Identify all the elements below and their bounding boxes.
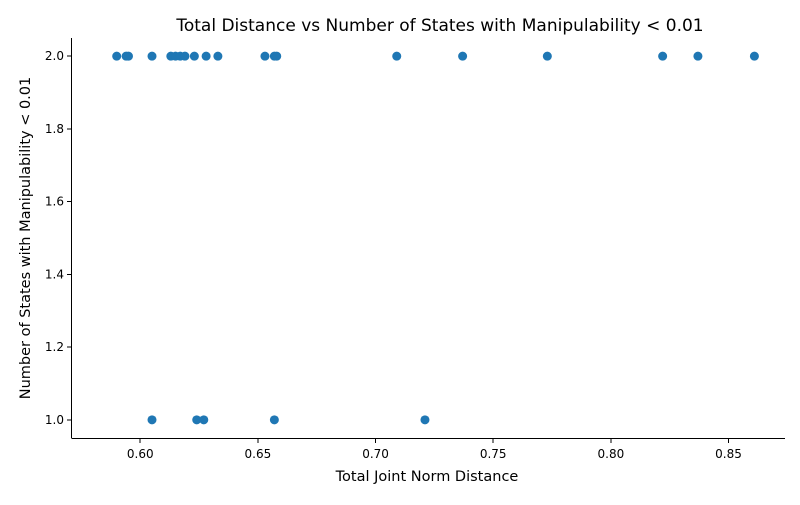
scatter-point — [272, 51, 282, 61]
x-tick-label: 0.85 — [715, 447, 742, 461]
scatter-point — [213, 51, 223, 61]
scatter-point — [542, 51, 552, 61]
x-tick-label: 0.80 — [598, 447, 625, 461]
chart-title: Total Distance vs Number of States with … — [175, 16, 703, 36]
y-tick-label: 2.0 — [45, 49, 64, 63]
scatter-point — [112, 51, 122, 61]
scatter-point — [260, 51, 270, 61]
scatter-point — [147, 51, 157, 61]
scatter-point — [192, 415, 202, 425]
y-tick-label: 1.2 — [45, 340, 64, 354]
scatter-point — [123, 51, 133, 61]
x-tick-label: 0.65 — [245, 447, 272, 461]
scatter-point — [420, 415, 430, 425]
scatter-point — [458, 51, 468, 61]
scatter-point — [392, 51, 402, 61]
scatter-point — [269, 415, 279, 425]
y-axis-title: Number of States with Manipulability < 0… — [18, 77, 34, 400]
y-tick-label: 1.4 — [45, 267, 64, 281]
scatter-point — [180, 51, 190, 61]
y-ticks: 1.0 1.2 1.4 1.6 1.8 2.0 — [45, 49, 72, 427]
x-ticks: 0.60 0.65 0.70 0.75 0.80 0.85 — [127, 438, 742, 461]
points-layer — [112, 51, 759, 425]
x-tick-label: 0.75 — [480, 447, 507, 461]
y-tick-label: 1.6 — [45, 195, 64, 209]
scatter-point — [749, 51, 759, 61]
x-tick-label: 0.70 — [362, 447, 389, 461]
scatter-point — [199, 415, 209, 425]
y-tick-label: 1.0 — [45, 413, 64, 427]
scatter-point — [189, 51, 199, 61]
axes-layer — [71, 38, 785, 439]
y-tick-label: 1.8 — [45, 122, 64, 136]
scatter-point — [693, 51, 703, 61]
scatter-point — [147, 415, 157, 425]
scatter-point — [658, 51, 668, 61]
x-axis-title: Total Joint Norm Distance — [335, 469, 519, 485]
scatter-point — [201, 51, 211, 61]
x-tick-label: 0.60 — [127, 447, 154, 461]
